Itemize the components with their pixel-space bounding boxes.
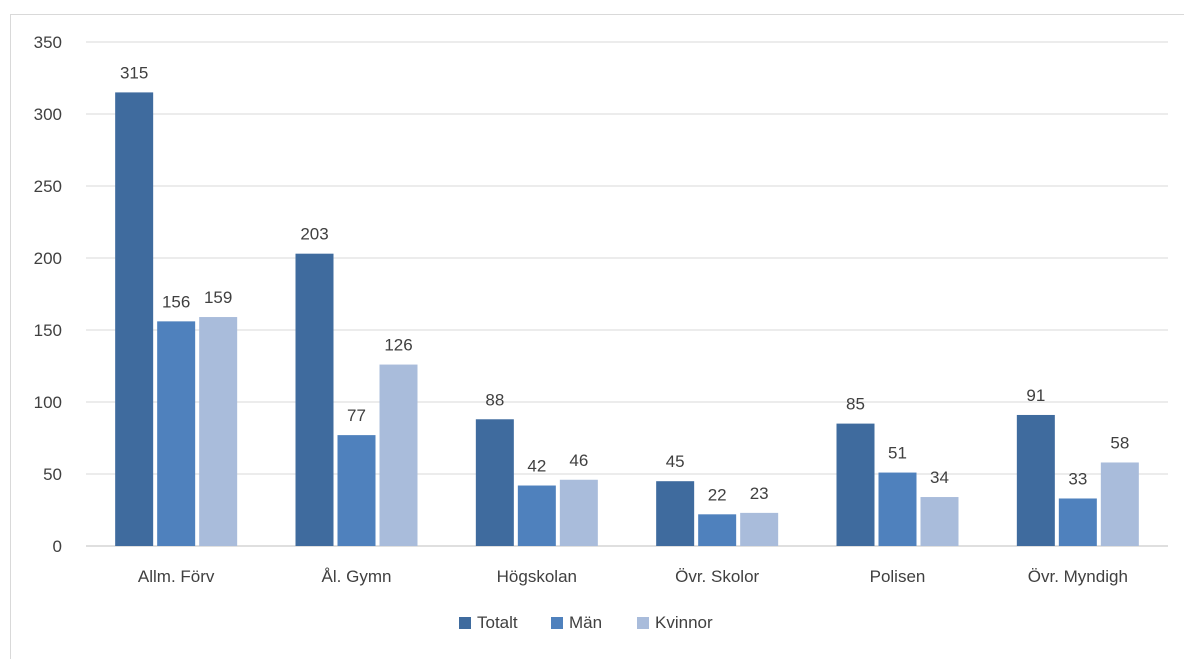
y-tick-label: 250 — [34, 177, 62, 196]
data-label: 45 — [666, 452, 685, 471]
grid-lines — [86, 41, 1168, 547]
legend-label: Kvinnor — [655, 613, 713, 632]
data-label: 85 — [846, 395, 865, 414]
legend-swatch — [459, 617, 471, 629]
data-label: 23 — [750, 484, 769, 503]
bar-m-n — [878, 472, 917, 546]
bar-m-n — [337, 435, 376, 546]
data-label: 315 — [120, 63, 148, 82]
legend-label: Män — [569, 613, 602, 632]
y-tick-label: 350 — [34, 33, 62, 52]
x-category-label: Högskolan — [497, 567, 577, 586]
data-label: 159 — [204, 288, 232, 307]
y-tick-label: 300 — [34, 105, 62, 124]
x-category-label: Allm. Förv — [138, 567, 215, 586]
data-label: 156 — [162, 292, 190, 311]
x-category-label: Övr. Skolor — [675, 567, 759, 586]
data-label: 91 — [1026, 386, 1045, 405]
bar-kvinnor — [379, 364, 418, 546]
bar-totalt — [115, 92, 154, 547]
data-label: 46 — [569, 451, 588, 470]
bar-kvinnor — [920, 497, 959, 546]
bar-m-n — [517, 485, 556, 546]
chart-frame — [10, 14, 1184, 659]
y-tick-label: 0 — [53, 537, 62, 556]
data-label: 22 — [708, 485, 727, 504]
x-category-label: Polisen — [870, 567, 926, 586]
y-tick-label: 100 — [34, 393, 62, 412]
bars — [115, 92, 1139, 547]
y-tick-label: 150 — [34, 321, 62, 340]
legend-swatch — [637, 617, 649, 629]
bar-m-n — [157, 321, 196, 546]
y-tick-label: 200 — [34, 249, 62, 268]
legend: Totalt Män Kvinnor — [459, 613, 713, 632]
data-label: 77 — [347, 406, 366, 425]
data-label: 88 — [485, 390, 504, 409]
data-label: 203 — [300, 225, 328, 244]
x-category-label: Ål. Gymn — [322, 567, 392, 586]
data-label: 58 — [1110, 433, 1129, 452]
y-tick-label: 50 — [43, 465, 62, 484]
data-label: 51 — [888, 444, 907, 463]
x-axis-categories: Allm. Förv Ål. Gymn Högskolan Övr. Skolor Po… — [138, 567, 1128, 586]
bar-m-n — [1058, 498, 1097, 546]
bar-kvinnor — [1100, 462, 1139, 546]
data-label: 42 — [527, 457, 546, 476]
y-axis-ticks: 0 50 100 150 200 250 300 350 — [34, 33, 62, 556]
bar-totalt — [295, 253, 334, 546]
bar-totalt — [656, 481, 695, 546]
data-label: 34 — [930, 468, 949, 487]
bar-kvinnor — [740, 512, 779, 546]
x-category-label: Övr. Myndigh — [1028, 567, 1128, 586]
bar-totalt — [836, 423, 875, 546]
legend-swatch — [551, 617, 563, 629]
data-label: 126 — [384, 336, 412, 355]
legend-label: Totalt — [477, 613, 518, 632]
data-label: 33 — [1068, 469, 1087, 488]
bar-kvinnor — [559, 479, 598, 546]
bar-totalt — [1016, 414, 1055, 546]
bar-kvinnor — [199, 317, 238, 546]
bar-totalt — [475, 419, 514, 546]
data-labels: 315 156 159 203 77 126 88 42 46 45 22 23 85 51 34 91 33 5… — [120, 63, 1129, 504]
bar-m-n — [698, 514, 737, 546]
